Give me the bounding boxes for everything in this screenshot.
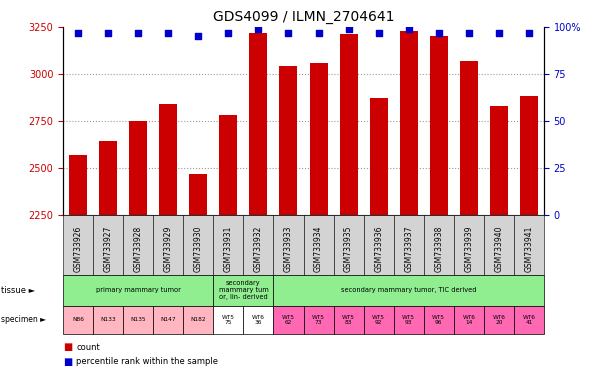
Text: GSM733939: GSM733939 [465,225,473,271]
Bar [490,106,508,215]
Text: WT5
93: WT5 93 [402,314,415,325]
Point [374,30,383,36]
Text: N86: N86 [72,317,84,323]
Bar [159,104,177,215]
Text: GSM733933: GSM733933 [284,225,293,271]
Point [434,30,444,36]
Text: WT5
62: WT5 62 [282,314,295,325]
Bar [249,33,267,215]
Point [254,26,263,32]
Bar [279,66,297,215]
Text: GSM733929: GSM733929 [164,225,172,271]
Point [163,30,173,36]
Bar [400,31,418,215]
Point [404,26,413,32]
Text: GSM733934: GSM733934 [314,225,323,271]
Text: specimen ►: specimen ► [1,315,46,324]
Text: WT5
92: WT5 92 [372,314,385,325]
Point [194,33,203,40]
Point [464,30,474,36]
Bar [69,155,87,215]
Bar [189,174,207,215]
Text: WT6
20: WT6 20 [492,314,505,325]
Point [344,26,353,32]
Text: GSM733941: GSM733941 [525,225,533,271]
Bar [219,115,237,215]
Text: GSM733936: GSM733936 [374,225,383,271]
Text: GSM733935: GSM733935 [344,225,353,271]
Bar [129,121,147,215]
Text: secondary mammary tumor, TIC derived: secondary mammary tumor, TIC derived [341,287,477,293]
Point [314,30,323,36]
Point [224,30,233,36]
Text: WT6
14: WT6 14 [462,314,475,325]
Text: GSM733928: GSM733928 [134,225,142,271]
Bar [370,98,388,215]
Point [133,30,143,36]
Text: GSM733926: GSM733926 [74,225,82,271]
Text: ■: ■ [63,357,72,367]
Text: count: count [76,343,100,352]
Text: WT5
75: WT5 75 [222,314,235,325]
Text: N182: N182 [191,317,206,323]
Title: GDS4099 / ILMN_2704641: GDS4099 / ILMN_2704641 [213,10,394,25]
Bar [310,63,328,215]
Bar [99,141,117,215]
Text: GSM733940: GSM733940 [495,225,503,271]
Text: WT5
83: WT5 83 [342,314,355,325]
Text: secondary
mammary tum
or, lin- derived: secondary mammary tum or, lin- derived [219,280,268,300]
Text: GSM733927: GSM733927 [104,225,112,271]
Text: percentile rank within the sample: percentile rank within the sample [76,357,218,366]
Text: ■: ■ [63,342,72,352]
Text: WT5
73: WT5 73 [312,314,325,325]
Point [103,30,113,36]
Point [73,30,83,36]
Point [524,30,534,36]
Text: WT5
96: WT5 96 [432,314,445,325]
Text: primary mammary tumor: primary mammary tumor [96,287,181,293]
Text: GSM733938: GSM733938 [435,225,443,271]
Text: N133: N133 [100,317,116,323]
Bar [520,96,538,215]
Text: GSM733931: GSM733931 [224,225,233,271]
Point [284,30,293,36]
Text: tissue ►: tissue ► [1,286,35,295]
Text: WT6
36: WT6 36 [252,314,265,325]
Bar [340,35,358,215]
Text: GSM733937: GSM733937 [404,225,413,271]
Text: N135: N135 [130,317,146,323]
Point [494,30,504,36]
Text: GSM733932: GSM733932 [254,225,263,271]
Bar [430,36,448,215]
Text: WT6
41: WT6 41 [522,314,535,325]
Bar [460,61,478,215]
Text: GSM733930: GSM733930 [194,225,203,271]
Text: N147: N147 [160,317,176,323]
